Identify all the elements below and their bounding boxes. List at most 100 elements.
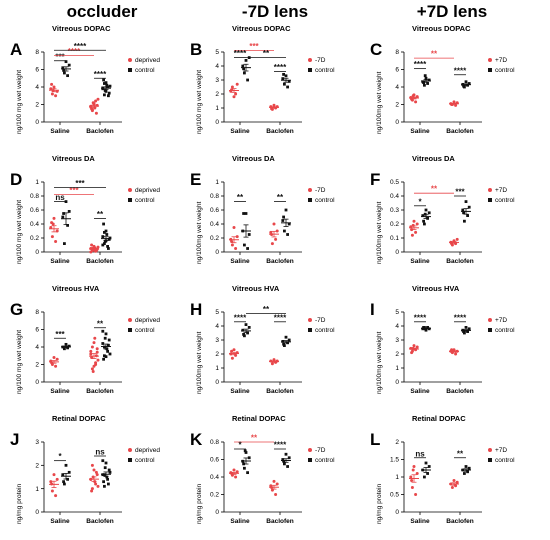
chart-title: Vitreous HVA [52, 284, 100, 293]
y-tick-label: 0.4 [210, 474, 219, 481]
data-point [94, 361, 98, 365]
legend-label: control [315, 67, 335, 74]
legend-marker [308, 328, 312, 333]
data-point [466, 470, 469, 474]
legend-marker [308, 458, 312, 463]
data-point [67, 210, 71, 213]
data-point [63, 71, 66, 75]
legend-label: deprived [135, 447, 160, 454]
significance-label: **** [454, 66, 467, 75]
y-tick-label: 0.6 [30, 207, 39, 214]
data-point [284, 208, 288, 212]
data-point [409, 475, 413, 479]
data-point [414, 493, 418, 496]
significance-label: **** [234, 49, 247, 58]
chart-plot: 0 0.5 1 1.5 2 Saline Baclofen ns ** [390, 439, 482, 525]
data-point [283, 82, 286, 86]
data-point [107, 94, 110, 98]
significance-label: ** [251, 434, 258, 443]
chart-plot: 0 1 2 3 Saline Baclofen * ns [35, 439, 122, 525]
data-point [464, 80, 468, 84]
significance-label: *** [55, 52, 65, 61]
significance-label: **** [274, 313, 287, 322]
data-point [230, 356, 234, 360]
legend-marker [308, 58, 312, 63]
x-tick-label: Baclofen [266, 128, 293, 135]
data-point [247, 233, 251, 236]
y-tick-label: 3 [35, 439, 39, 446]
data-point [102, 480, 105, 484]
data-point [66, 224, 69, 227]
panel-label: K [190, 430, 203, 449]
data-point [284, 452, 288, 456]
data-point [411, 94, 415, 98]
significance-label: **** [274, 63, 287, 72]
legend-label: control [495, 457, 515, 464]
y-tick-label: 2 [35, 463, 39, 470]
panel-E: E Vitreous DA ng/100mg wet weight -7D contro… [182, 152, 362, 280]
y-tick-label: 5 [395, 309, 399, 316]
data-point [96, 245, 100, 249]
data-point [103, 242, 106, 245]
legend-item: control [488, 66, 515, 76]
data-point [92, 468, 96, 472]
x-tick-label: Baclofen [86, 258, 113, 265]
data-point [105, 475, 109, 479]
legend-label: control [135, 67, 155, 74]
chart-title: Retinal DOPAC [412, 414, 466, 423]
data-point [241, 64, 245, 68]
data-point [464, 465, 468, 468]
data-point [463, 219, 466, 223]
column-header-occluder: occluder [66, 2, 138, 21]
x-tick-label: Baclofen [86, 128, 113, 135]
significance-label: *** [455, 188, 465, 197]
y-tick-label: 0 [35, 119, 39, 126]
chart-plot: 0 0.2 0.4 0.6 0.8 1 Saline Baclofen ** ** [210, 179, 302, 265]
data-point [103, 466, 107, 470]
chart-title: Retinal DOPAC [232, 414, 286, 423]
y-tick-label: 0.2 [210, 492, 219, 499]
data-point [90, 489, 94, 493]
data-point [52, 473, 56, 477]
y-tick-label: 8 [35, 49, 39, 56]
legend-marker [488, 458, 492, 463]
x-tick-label: Saline [410, 258, 430, 265]
legend-marker [308, 198, 312, 203]
legend-marker [128, 188, 132, 193]
data-point [462, 211, 465, 215]
panel-label: C [370, 40, 383, 59]
data-point [272, 358, 276, 362]
x-tick-label: Saline [410, 388, 430, 395]
data-point [93, 336, 97, 340]
significance-label: ** [431, 50, 438, 59]
data-point [234, 247, 238, 250]
panel-label: G [10, 300, 24, 319]
significance-label: * [58, 452, 62, 461]
data-point [283, 344, 286, 347]
data-point [54, 240, 58, 243]
significance-label: ** [97, 210, 104, 219]
legend-item: control [128, 66, 160, 76]
panel-G: G Vitreous HVA ng/100 mg wet weight deprive… [2, 282, 182, 410]
y-tick-label: 4 [35, 344, 39, 351]
data-point [415, 222, 419, 226]
data-point [64, 60, 68, 64]
data-point [102, 78, 105, 82]
panel-label: L [370, 430, 381, 449]
data-point [89, 250, 93, 254]
data-point [107, 91, 111, 95]
data-point [270, 242, 274, 246]
y-tick-label: 0 [395, 509, 399, 516]
data-point [230, 240, 234, 243]
x-tick-label: Saline [230, 128, 250, 135]
legend: +7D control [488, 446, 515, 466]
y-tick-label: 0 [215, 119, 219, 126]
data-point [94, 111, 98, 115]
data-point [424, 208, 428, 212]
significance-label: *** [249, 42, 259, 51]
data-point [62, 212, 65, 215]
data-point [89, 349, 93, 353]
significance-label: *** [69, 186, 79, 195]
